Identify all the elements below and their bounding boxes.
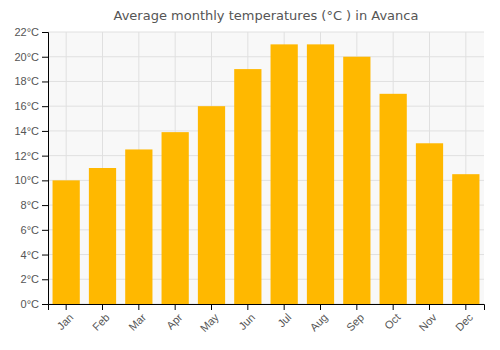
tick: Sep bbox=[344, 304, 366, 333]
tick-label: 16°C bbox=[14, 100, 39, 112]
bars bbox=[53, 44, 480, 304]
tick: 10°C bbox=[14, 174, 48, 186]
tick: May bbox=[198, 304, 222, 334]
tick: Nov bbox=[417, 304, 440, 333]
tick-mark bbox=[247, 304, 248, 310]
tick: Oct bbox=[382, 304, 403, 332]
tick-mark bbox=[42, 57, 48, 58]
tick: Aug bbox=[308, 304, 330, 333]
tick-mark bbox=[429, 304, 430, 310]
tick: 4°C bbox=[21, 249, 48, 261]
tick-mark bbox=[211, 304, 212, 310]
tick-mark bbox=[320, 304, 321, 310]
plot: 0°C 2°C 4°C 6°C 8°C 10°C 12°C 14°C 16°C 18°C 20°C 2… bbox=[14, 26, 484, 334]
tick-mark bbox=[42, 304, 48, 305]
tick: 16°C bbox=[14, 100, 48, 112]
chart: 0°C 2°C 4°C 6°C 8°C 10°C 12°C 14°C 16°C 18°C 20°C 2… bbox=[0, 0, 500, 350]
tick-label: Mar bbox=[126, 311, 148, 333]
tick-label: 8°C bbox=[21, 199, 40, 211]
axis-line bbox=[49, 305, 485, 311]
tick-label: 2°C bbox=[21, 273, 40, 285]
tick: Jul bbox=[275, 304, 293, 330]
tick-label: 4°C bbox=[21, 249, 40, 261]
tick-label: 14°C bbox=[14, 125, 39, 137]
bar bbox=[343, 57, 370, 304]
tick-mark bbox=[102, 304, 103, 310]
tick: Apr bbox=[164, 304, 185, 332]
tick-mark bbox=[66, 304, 67, 310]
tick-mark bbox=[42, 131, 48, 132]
tick: 6°C bbox=[21, 224, 48, 236]
tick-mark bbox=[42, 32, 48, 33]
tick-mark bbox=[42, 279, 48, 280]
tick-mark bbox=[356, 304, 357, 310]
tick-label: Dec bbox=[453, 311, 476, 334]
bar bbox=[125, 149, 152, 304]
tick: Mar bbox=[126, 304, 148, 333]
grid bbox=[48, 32, 484, 304]
tick: 2°C bbox=[21, 273, 48, 285]
tick-label: Nov bbox=[417, 311, 440, 334]
tick: 18°C bbox=[14, 75, 48, 87]
x-axis: Jan Feb Mar Apr May Jun Jul Aug Sep Oct Nov Dec bbox=[49, 304, 485, 334]
bar bbox=[271, 44, 298, 304]
axis-line bbox=[42, 33, 49, 305]
bar bbox=[89, 168, 116, 304]
tick-label: Apr bbox=[164, 311, 185, 332]
bar bbox=[380, 94, 407, 304]
tick-label: 20°C bbox=[14, 51, 39, 63]
y-axis: 0°C 2°C 4°C 6°C 8°C 10°C 12°C 14°C 16°C 18°C 20°C 2… bbox=[14, 26, 48, 310]
tick-label: Jul bbox=[275, 311, 293, 329]
bar bbox=[162, 132, 189, 304]
tick: 14°C bbox=[14, 125, 48, 137]
tick-label: 12°C bbox=[14, 150, 39, 162]
tick-label: Aug bbox=[308, 311, 330, 333]
grid-line bbox=[48, 56, 484, 57]
tick-label: 22°C bbox=[14, 26, 39, 38]
grid-line bbox=[48, 106, 484, 107]
tick-mark bbox=[138, 304, 139, 310]
bar bbox=[452, 174, 479, 304]
grid-line bbox=[48, 130, 484, 131]
bar bbox=[234, 69, 261, 304]
plot-background bbox=[48, 32, 484, 304]
title: Average monthly temperatures (°C ) in Av… bbox=[114, 8, 419, 23]
tick-label: Sep bbox=[344, 311, 366, 333]
bar bbox=[307, 44, 334, 304]
tick: Jun bbox=[236, 304, 257, 332]
tick-mark bbox=[42, 106, 48, 107]
tick-mark bbox=[284, 304, 285, 310]
tick: Feb bbox=[90, 304, 112, 333]
tick: 0°C bbox=[21, 298, 48, 310]
tick-mark bbox=[42, 205, 48, 206]
tick-mark bbox=[42, 180, 48, 181]
tick-mark bbox=[175, 304, 176, 310]
tick: Jan bbox=[54, 304, 75, 332]
tick-label: Oct bbox=[382, 311, 403, 332]
grid-line bbox=[48, 32, 484, 33]
tick-label: Jan bbox=[54, 311, 75, 332]
tick-mark bbox=[42, 156, 48, 157]
tick-label: 18°C bbox=[14, 75, 39, 87]
tick-mark bbox=[465, 304, 466, 310]
tick-label: Feb bbox=[90, 311, 112, 333]
grid-line bbox=[48, 81, 484, 82]
tick: 22°C bbox=[14, 26, 48, 38]
tick: 12°C bbox=[14, 150, 48, 162]
bar bbox=[416, 143, 443, 304]
tick: 20°C bbox=[14, 51, 48, 63]
tick-mark bbox=[42, 255, 48, 256]
tick-label: 10°C bbox=[14, 174, 39, 186]
tick: Dec bbox=[453, 304, 476, 333]
tick-label: May bbox=[198, 311, 222, 335]
bar bbox=[53, 180, 80, 304]
tick-label: 0°C bbox=[21, 298, 40, 310]
tick-mark bbox=[42, 230, 48, 231]
tick-mark bbox=[42, 81, 48, 82]
bar bbox=[198, 106, 225, 304]
tick: 8°C bbox=[21, 199, 48, 211]
tick-mark bbox=[393, 304, 394, 310]
tick-label: 6°C bbox=[21, 224, 40, 236]
tick-label: Jun bbox=[236, 311, 257, 332]
